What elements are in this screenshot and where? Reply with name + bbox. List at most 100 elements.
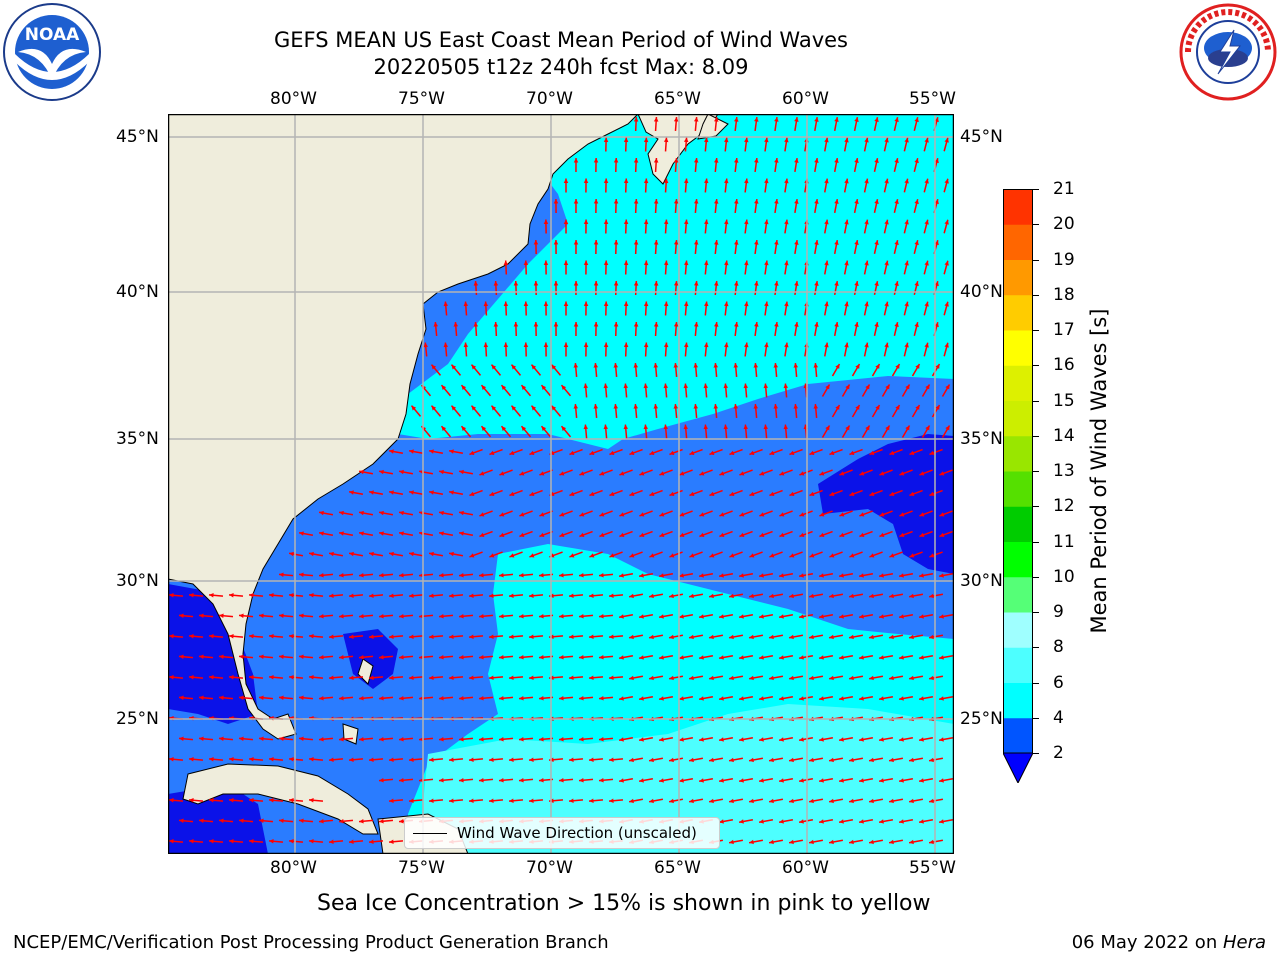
wind-wave-arrowhead	[669, 593, 674, 599]
wind-wave-arrowhead	[793, 363, 799, 368]
wind-wave-arrowhead	[759, 614, 764, 619]
wind-wave-arrowhead	[835, 363, 840, 369]
wind-wave-arrowhead	[944, 260, 949, 266]
wind-wave-arrowhead	[539, 777, 544, 783]
wind-wave-arrowhead	[629, 798, 634, 804]
wind-wave-arrowhead	[794, 117, 799, 122]
wind-wave-arrowhead	[743, 383, 749, 389]
wind-wave-arrowhead	[449, 757, 454, 762]
wind-wave-arrowhead	[369, 490, 374, 495]
wind-wave-arrowhead	[834, 199, 839, 204]
wind-wave-arrowhead	[489, 450, 495, 456]
wind-wave-arrowhead	[269, 593, 274, 598]
wind-wave-arrowhead	[521, 426, 527, 432]
wind-wave-arrowhead	[539, 572, 544, 578]
colorbar-segment	[1003, 400, 1033, 437]
wind-wave-arrowhead	[759, 512, 765, 517]
wind-wave-arrowhead	[489, 757, 494, 762]
wind-wave-arrowhead	[573, 158, 579, 163]
wind-wave-arrowhead	[379, 695, 384, 701]
wind-wave-arrowhead	[829, 839, 834, 845]
wind-wave-arrowhead	[473, 322, 479, 327]
wind-wave-arrowhead	[819, 471, 825, 476]
wind-wave-arrowhead	[569, 450, 575, 456]
wind-wave-arrowhead	[329, 675, 334, 680]
wind-wave-arrowhead	[709, 634, 714, 640]
wind-wave-arrowhead	[463, 301, 469, 307]
lat-label-left-45n: 45°N	[116, 127, 159, 147]
wind-wave-arrowhead	[299, 572, 304, 578]
wind-wave-arrowhead	[689, 757, 694, 763]
wind-wave-arrowhead	[749, 450, 755, 456]
wind-wave-arrowhead	[879, 737, 884, 742]
wind-wave-arrowhead	[714, 158, 719, 163]
wind-wave-arrowhead	[659, 778, 664, 783]
wind-wave-arrowhead	[834, 117, 839, 122]
wind-wave-arrowhead	[489, 634, 494, 639]
wind-wave-arrowhead	[884, 342, 889, 348]
wind-wave-arrowhead	[409, 634, 414, 639]
wind-wave-arrowhead	[749, 634, 754, 640]
wind-wave-arrowhead	[693, 199, 699, 204]
wind-wave-arrowhead	[501, 385, 507, 391]
wind-wave-arrowhead	[919, 655, 924, 660]
wind-wave-arrowhead	[814, 158, 819, 163]
wind-wave-arrowhead	[749, 757, 754, 763]
wind-wave-arrowhead	[909, 634, 914, 640]
wind-wave-arrowhead	[844, 219, 849, 225]
wind-wave-arrowhead	[865, 384, 870, 390]
wind-wave-arrowhead	[914, 281, 919, 287]
wind-wave-arrowhead	[659, 471, 665, 476]
wind-wave-arrowhead	[629, 553, 635, 558]
wind-wave-arrowhead	[441, 385, 447, 391]
wind-wave-arrowhead	[359, 613, 364, 619]
wind-wave-arrowhead	[429, 449, 434, 454]
wind-wave-arrowhead	[703, 260, 709, 266]
wind-wave-arrowhead	[613, 322, 619, 327]
wind-wave-arrowhead	[659, 573, 664, 578]
wind-wave-arrowhead	[309, 839, 314, 844]
wind-wave-arrowhead	[339, 818, 344, 824]
wind-wave-arrowhead	[503, 342, 509, 348]
wind-wave-arrowhead	[734, 199, 739, 204]
wind-wave-arrowhead	[369, 551, 374, 557]
wind-wave-arrowhead	[749, 675, 754, 681]
colorbar-tick-label: 9	[1053, 602, 1064, 622]
wind-wave-arrowhead	[889, 593, 894, 599]
wind-wave-arrowhead	[569, 675, 574, 680]
wind-wave-arrowhead	[683, 424, 689, 430]
wind-wave-arrowhead	[939, 737, 944, 742]
wind-wave-arrowhead	[759, 819, 764, 824]
wind-wave-arrowhead	[819, 778, 824, 783]
wind-wave-arrowhead	[569, 757, 574, 762]
colorbar-segment	[1003, 294, 1033, 331]
colorbar-segment	[1003, 576, 1033, 613]
colorbar-tick-mark	[1033, 717, 1039, 719]
wind-wave-arrowhead	[219, 654, 224, 660]
wind-wave-arrowhead	[469, 491, 475, 497]
wind-wave-arrowhead	[909, 675, 914, 681]
wind-wave-arrowhead	[483, 301, 489, 307]
wind-wave-arrowhead	[739, 532, 745, 538]
wind-wave-arrowhead	[909, 491, 915, 497]
wind-wave-arrowhead	[699, 573, 704, 578]
wind-wave-arrowhead	[939, 696, 944, 701]
wind-wave-arrowhead	[359, 736, 364, 742]
wind-wave-arrowhead	[719, 737, 724, 742]
wind-wave-arrowhead	[399, 654, 404, 660]
wind-wave-arrowhead	[859, 512, 865, 517]
wind-wave-arrowhead	[579, 736, 584, 742]
wind-wave-arrowhead	[884, 219, 889, 225]
lat-label-right-30n: 30°N	[960, 571, 1003, 591]
wind-wave-arrowhead	[539, 613, 544, 619]
wind-wave-arrowhead	[939, 819, 944, 824]
wind-wave-arrowhead	[724, 137, 729, 143]
wind-wave-arrowhead	[319, 510, 324, 516]
wind-wave-arrowhead	[904, 219, 909, 225]
wind-wave-arrowhead	[753, 363, 759, 368]
lat-label-right-45n: 45°N	[960, 127, 1003, 147]
wind-wave-arrowhead	[764, 342, 769, 348]
wind-wave-arrowhead	[909, 839, 914, 845]
wind-wave-arrowhead	[229, 634, 234, 639]
wind-wave-arrowhead	[189, 757, 194, 762]
